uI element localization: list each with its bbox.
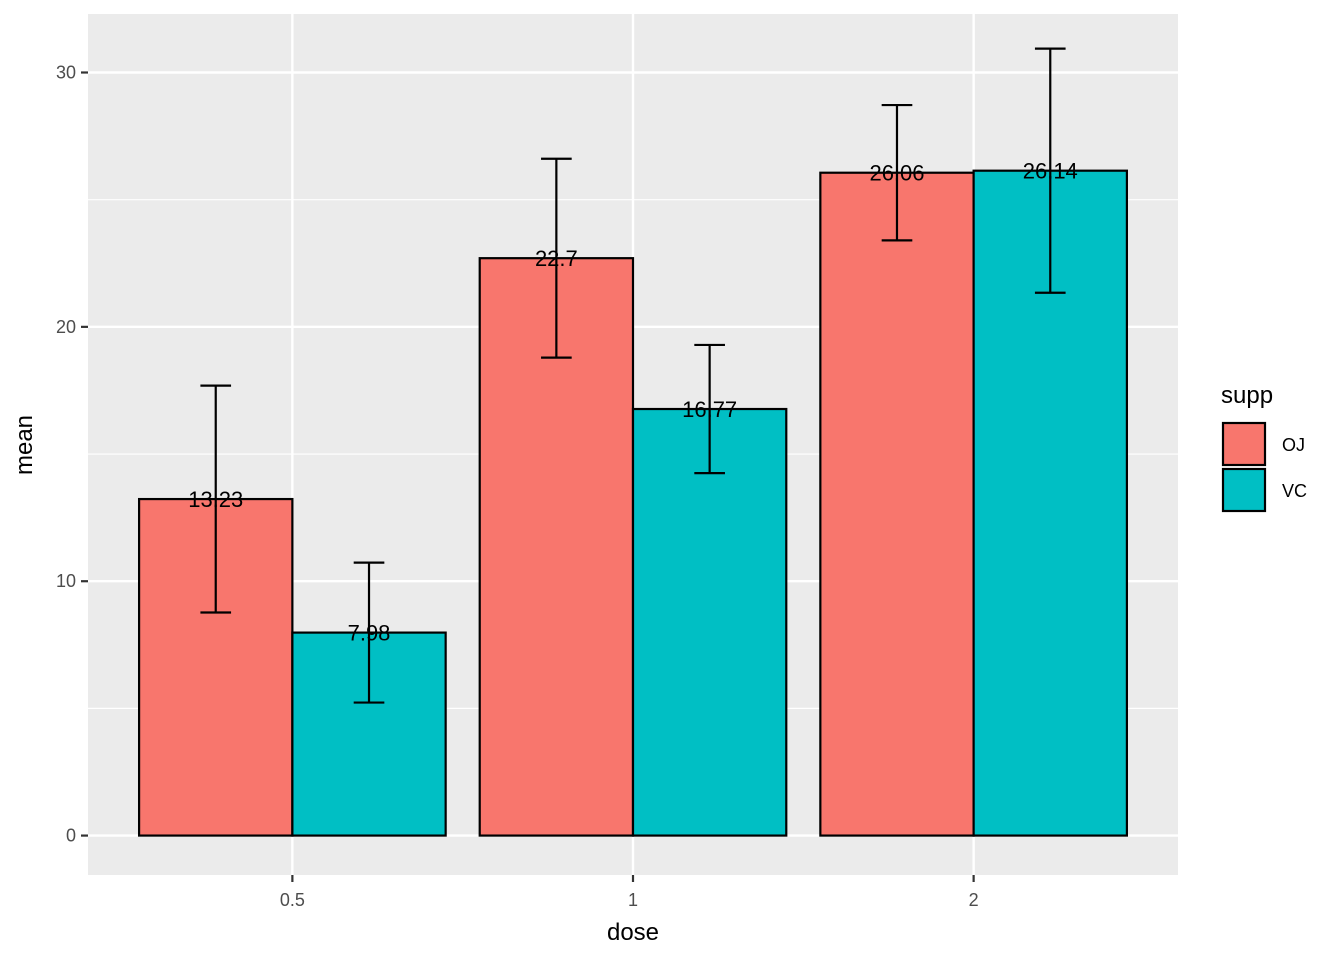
legend-key-oj [1221, 421, 1267, 467]
y-tick-label: 20 [56, 317, 76, 337]
y-tick-label: 10 [56, 571, 76, 591]
y-tick-label: 30 [56, 63, 76, 83]
x-axis: 0.5 1 2 [280, 875, 979, 910]
bar-vc-2 [972, 169, 1129, 837]
x-axis-title: dose [607, 919, 659, 946]
bars [137, 169, 1129, 837]
x-tick-label: 2 [969, 890, 979, 910]
y-axis-title: mean [11, 415, 38, 475]
legend-title: supp [1221, 382, 1273, 409]
bar-oj-2 [819, 171, 975, 837]
bar-vc-1 [631, 407, 788, 837]
x-tick-label: 0.5 [280, 890, 305, 910]
bar-value-label: 16.77 [682, 397, 737, 422]
x-tick-label: 1 [628, 890, 638, 910]
bar-labels: 13.23 22.7 26.06 7.98 16.77 26.14 [188, 159, 1078, 646]
legend-label-oj: OJ [1282, 435, 1305, 455]
legend-key-vc [1221, 467, 1267, 513]
error-bars [200, 47, 1066, 704]
legend: supp OJ VC [1221, 382, 1307, 513]
bar-value-label: 26.14 [1023, 159, 1078, 184]
bar-value-label: 13.23 [188, 487, 243, 512]
bar-value-label: 7.98 [348, 621, 391, 646]
bar-value-label: 22.7 [535, 246, 578, 271]
y-axis: 0 10 20 30 [56, 63, 88, 846]
y-tick-label: 0 [66, 826, 76, 846]
legend-label-vc: VC [1282, 481, 1307, 501]
bar-value-label: 26.06 [869, 161, 924, 186]
